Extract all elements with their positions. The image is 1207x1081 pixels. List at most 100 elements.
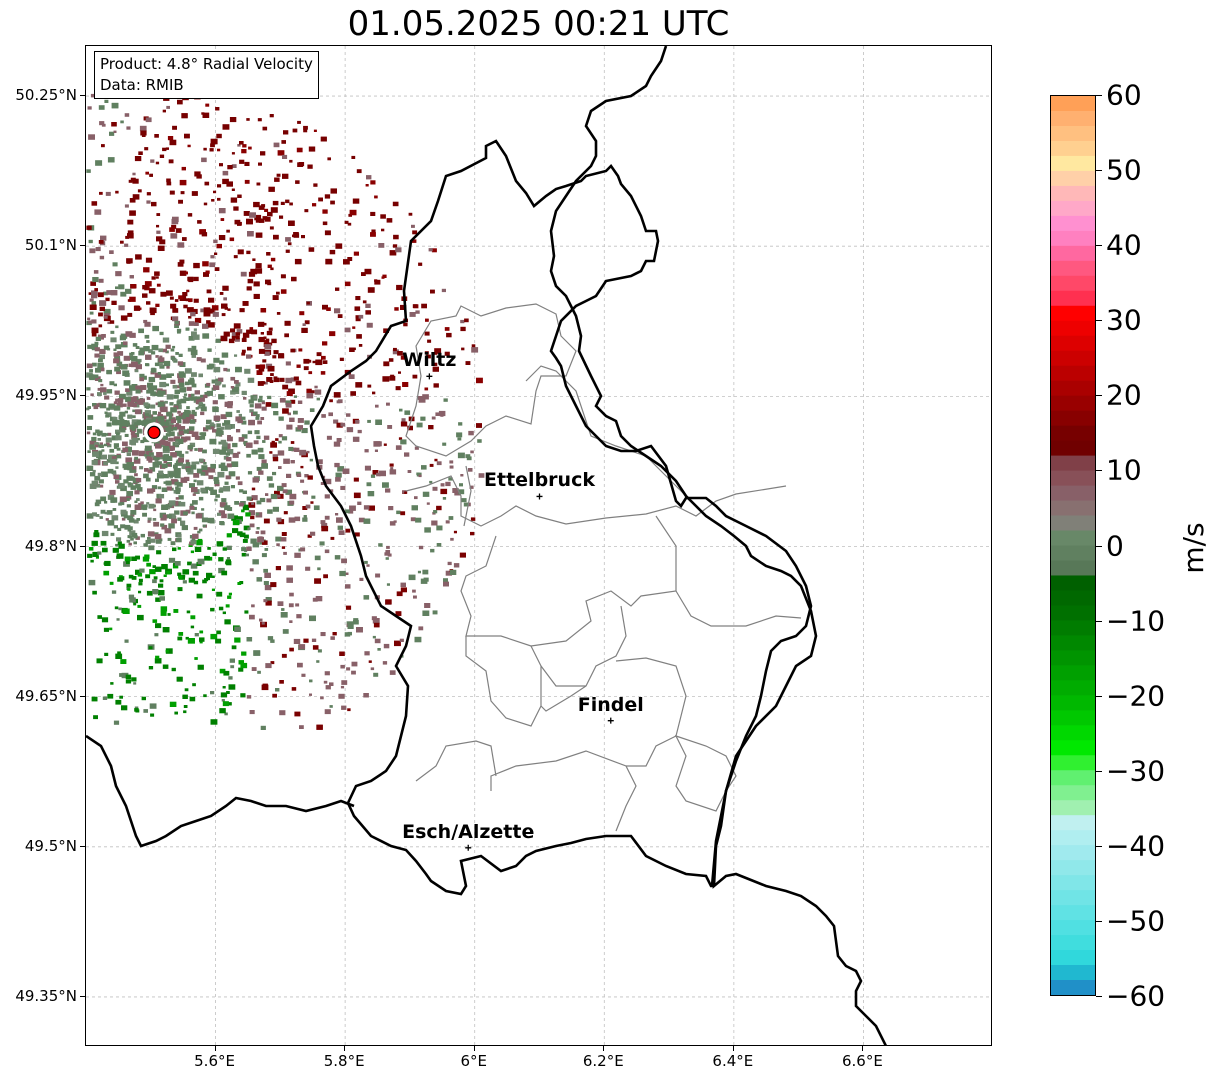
echo-pixel xyxy=(185,459,190,463)
echo-pixel xyxy=(115,271,122,277)
echo-pixel xyxy=(177,378,185,384)
echo-pixel xyxy=(305,566,311,571)
echo-pixel xyxy=(129,296,136,302)
echo-pixel xyxy=(322,360,328,364)
echo-pixel xyxy=(249,568,254,572)
echo-pixel xyxy=(389,250,397,256)
echo-pixel xyxy=(133,541,137,545)
echo-pixel xyxy=(340,685,345,689)
echo-pixel xyxy=(433,362,438,367)
echo-pixel xyxy=(195,396,202,402)
echo-pixel xyxy=(212,552,217,556)
echo-pixel xyxy=(278,416,284,421)
echo-pixel xyxy=(159,363,163,367)
echo-pixel xyxy=(308,371,313,375)
echo-pixel xyxy=(253,281,260,287)
echo-pixel xyxy=(96,658,103,664)
echo-pixel xyxy=(247,231,254,237)
echo-pixel xyxy=(162,435,168,440)
echo-pixel xyxy=(275,688,280,692)
echo-pixel xyxy=(132,172,136,176)
echo-pixel xyxy=(137,604,142,608)
latitude-tick xyxy=(80,995,85,997)
echo-pixel xyxy=(354,306,361,311)
echo-pixel xyxy=(147,517,152,521)
longitude-tick xyxy=(214,1046,216,1051)
echo-pixel xyxy=(422,394,429,400)
echo-pixel xyxy=(286,473,292,478)
echo-pixel xyxy=(201,157,207,163)
echo-pixel xyxy=(123,515,128,519)
echo-pixel xyxy=(237,144,241,147)
echo-pixel xyxy=(158,357,165,363)
echo-pixel xyxy=(326,307,331,311)
echo-pixel xyxy=(179,501,186,507)
echo-pixel xyxy=(281,608,285,611)
echo-pixel xyxy=(283,551,287,555)
echo-pixel xyxy=(362,300,367,304)
echo-pixel xyxy=(320,482,325,485)
city-markers xyxy=(426,373,614,851)
echo-pixel xyxy=(126,452,132,456)
echo-pixel xyxy=(346,427,354,433)
echo-pixel xyxy=(180,520,186,525)
echo-pixel xyxy=(333,441,341,447)
echo-pixel xyxy=(350,391,356,396)
echo-pixel xyxy=(203,147,207,151)
echo-pixel xyxy=(404,410,411,415)
echo-pixel xyxy=(237,418,243,424)
echo-pixel xyxy=(170,479,178,485)
echo-pixel xyxy=(173,609,179,613)
echo-pixel xyxy=(133,603,137,606)
echo-pixel xyxy=(175,440,179,444)
echo-pixel xyxy=(272,355,277,359)
echo-pixel xyxy=(255,268,263,274)
echo-pixel xyxy=(122,420,127,424)
echo-pixel xyxy=(426,354,431,359)
echo-pixel xyxy=(160,611,167,616)
echo-pixel xyxy=(221,699,225,702)
echo-pixel xyxy=(342,468,350,474)
echo-pixel xyxy=(221,498,227,503)
echo-pixel xyxy=(301,327,308,333)
echo-pixel xyxy=(183,396,187,399)
echo-pixel xyxy=(94,442,100,447)
echo-pixel xyxy=(443,398,448,402)
echo-pixel xyxy=(91,301,97,305)
echo-pixel xyxy=(246,546,252,551)
echo-pixel xyxy=(220,426,225,430)
echo-pixel xyxy=(255,531,260,534)
echo-pixel xyxy=(258,367,265,372)
echo-pixel xyxy=(259,395,263,399)
echo-pixel xyxy=(169,190,175,195)
echo-pixel xyxy=(284,333,289,338)
echo-pixel xyxy=(447,561,452,566)
echo-pixel xyxy=(358,314,364,319)
echo-pixel xyxy=(378,543,383,547)
echo-pixel xyxy=(120,524,126,529)
echo-pixel xyxy=(214,479,220,484)
echo-pixel xyxy=(277,150,285,156)
echo-pixel xyxy=(191,511,195,515)
echo-pixel xyxy=(159,239,166,245)
echo-pixel xyxy=(404,491,408,494)
echo-pixel xyxy=(257,118,262,122)
echo-pixel xyxy=(188,397,193,401)
colorbar-segment xyxy=(1051,575,1095,592)
echo-pixel xyxy=(230,485,235,489)
echo-pixel xyxy=(167,136,174,141)
echo-pixel xyxy=(133,535,138,539)
echo-pixel xyxy=(433,383,439,388)
colorbar-tick xyxy=(1096,320,1102,322)
echo-pixel xyxy=(169,701,177,707)
echo-pixel xyxy=(131,428,135,431)
echo-pixel xyxy=(129,332,136,338)
echo-pixel xyxy=(88,239,93,244)
radar-map[interactable]: Wiltz Ettelbruck Findel Esch/Alzette xyxy=(85,45,992,1046)
echo-pixel xyxy=(219,449,226,455)
echo-pixel xyxy=(192,493,196,496)
echo-pixel xyxy=(226,533,232,538)
echo-pixel xyxy=(183,393,188,396)
echo-pixel xyxy=(310,531,316,536)
echo-pixel xyxy=(134,156,142,162)
